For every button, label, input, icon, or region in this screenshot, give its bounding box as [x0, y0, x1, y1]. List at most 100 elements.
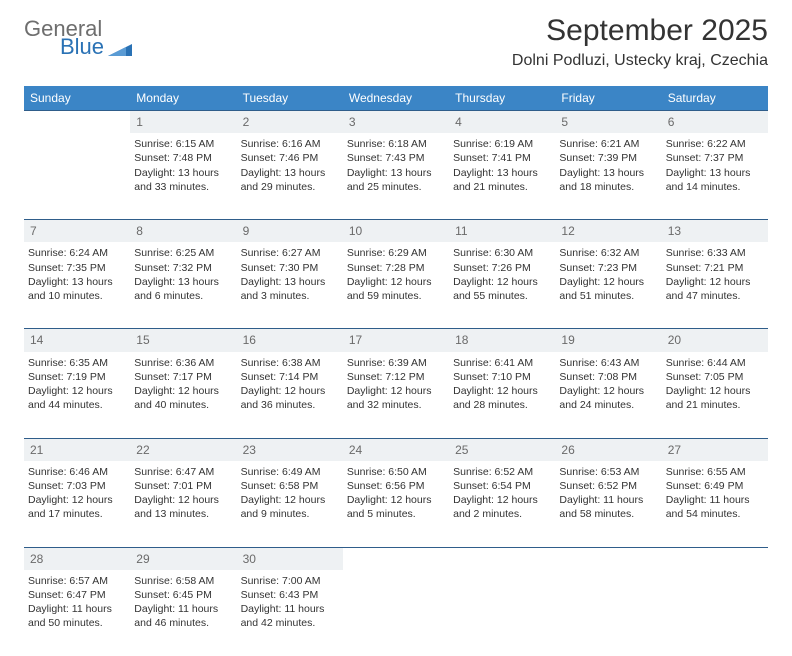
day-cell: Sunrise: 6:25 AMSunset: 7:32 PMDaylight:…	[130, 242, 236, 329]
day-number	[449, 547, 555, 570]
day-cell-line: Sunrise: 6:24 AM	[28, 246, 126, 260]
day-cell-line: Daylight: 13 hours	[666, 166, 764, 180]
day-cell-line: Sunrise: 6:21 AM	[559, 137, 657, 151]
day-cell: Sunrise: 6:35 AMSunset: 7:19 PMDaylight:…	[24, 352, 130, 439]
day-number: 26	[555, 438, 661, 461]
day-cell: Sunrise: 6:19 AMSunset: 7:41 PMDaylight:…	[449, 133, 555, 220]
day-cell-line: Sunset: 7:08 PM	[559, 370, 657, 384]
weekday-header: Wednesday	[343, 86, 449, 111]
day-number: 17	[343, 329, 449, 352]
day-cell-line: and 44 minutes.	[28, 398, 126, 412]
day-cell-line: Sunrise: 6:53 AM	[559, 465, 657, 479]
day-cell: Sunrise: 6:29 AMSunset: 7:28 PMDaylight:…	[343, 242, 449, 329]
day-cell-line: Daylight: 12 hours	[666, 384, 764, 398]
calendar-table: Sunday Monday Tuesday Wednesday Thursday…	[24, 86, 768, 656]
day-cell-line: Daylight: 13 hours	[134, 275, 232, 289]
day-cell: Sunrise: 6:49 AMSunset: 6:58 PMDaylight:…	[237, 461, 343, 548]
day-cell-line: Sunset: 7:23 PM	[559, 261, 657, 275]
day-number: 6	[662, 111, 768, 134]
day-cell: Sunrise: 6:27 AMSunset: 7:30 PMDaylight:…	[237, 242, 343, 329]
day-cell-line: Sunrise: 6:36 AM	[134, 356, 232, 370]
day-number: 1	[130, 111, 236, 134]
day-cell-line: and 54 minutes.	[666, 507, 764, 521]
day-number: 11	[449, 220, 555, 243]
day-cell: Sunrise: 6:47 AMSunset: 7:01 PMDaylight:…	[130, 461, 236, 548]
day-number: 27	[662, 438, 768, 461]
day-cell-line: Sunset: 7:17 PM	[134, 370, 232, 384]
day-number-row: 14151617181920	[24, 329, 768, 352]
day-cell-line: Daylight: 11 hours	[134, 602, 232, 616]
day-cell-line: Sunset: 7:14 PM	[241, 370, 339, 384]
day-cell	[449, 570, 555, 656]
day-cell-line: Daylight: 12 hours	[347, 275, 445, 289]
day-number: 21	[24, 438, 130, 461]
day-cell-line: Sunset: 7:03 PM	[28, 479, 126, 493]
day-cell-line: Sunset: 7:46 PM	[241, 151, 339, 165]
day-number: 7	[24, 220, 130, 243]
day-number: 14	[24, 329, 130, 352]
day-cell-line: Sunset: 6:45 PM	[134, 588, 232, 602]
day-number: 9	[237, 220, 343, 243]
day-number: 22	[130, 438, 236, 461]
day-cell-line: Sunrise: 6:47 AM	[134, 465, 232, 479]
day-cell-line: Sunrise: 6:18 AM	[347, 137, 445, 151]
day-cell-line: and 6 minutes.	[134, 289, 232, 303]
day-number: 8	[130, 220, 236, 243]
day-cell: Sunrise: 6:21 AMSunset: 7:39 PMDaylight:…	[555, 133, 661, 220]
day-cell-line: Sunrise: 6:57 AM	[28, 574, 126, 588]
day-cell-line: Daylight: 11 hours	[241, 602, 339, 616]
day-cell: Sunrise: 6:41 AMSunset: 7:10 PMDaylight:…	[449, 352, 555, 439]
day-cell-line: Daylight: 12 hours	[28, 493, 126, 507]
day-cell: Sunrise: 6:50 AMSunset: 6:56 PMDaylight:…	[343, 461, 449, 548]
day-cell-line: and 17 minutes.	[28, 507, 126, 521]
day-number	[662, 547, 768, 570]
day-cell-line: Sunrise: 6:58 AM	[134, 574, 232, 588]
day-cell-line: Sunrise: 6:55 AM	[666, 465, 764, 479]
day-cell-line: Sunset: 7:19 PM	[28, 370, 126, 384]
day-cell-line: and 25 minutes.	[347, 180, 445, 194]
day-cell-line: and 46 minutes.	[134, 616, 232, 630]
day-cell-line: Sunrise: 6:44 AM	[666, 356, 764, 370]
day-number: 18	[449, 329, 555, 352]
day-cell-line: Sunrise: 6:38 AM	[241, 356, 339, 370]
day-cell	[662, 570, 768, 656]
day-cell-line: and 2 minutes.	[453, 507, 551, 521]
day-cell-line: Sunrise: 6:27 AM	[241, 246, 339, 260]
weekday-header: Monday	[130, 86, 236, 111]
day-number: 29	[130, 547, 236, 570]
day-number	[24, 111, 130, 134]
day-cell-line: Daylight: 11 hours	[666, 493, 764, 507]
day-number: 3	[343, 111, 449, 134]
day-cell-line: Daylight: 13 hours	[347, 166, 445, 180]
weekday-header: Friday	[555, 86, 661, 111]
day-cell-line: Sunrise: 7:00 AM	[241, 574, 339, 588]
day-cell-line: and 9 minutes.	[241, 507, 339, 521]
day-number-row: 123456	[24, 111, 768, 134]
day-cell: Sunrise: 6:24 AMSunset: 7:35 PMDaylight:…	[24, 242, 130, 329]
day-cell-line: Sunrise: 6:25 AM	[134, 246, 232, 260]
day-cell-line: and 13 minutes.	[134, 507, 232, 521]
day-cell-line: Sunrise: 6:43 AM	[559, 356, 657, 370]
day-cell-line: and 50 minutes.	[28, 616, 126, 630]
day-number: 13	[662, 220, 768, 243]
day-cell-line: Daylight: 13 hours	[28, 275, 126, 289]
day-cell-line: and 10 minutes.	[28, 289, 126, 303]
day-cell-line: Daylight: 12 hours	[453, 493, 551, 507]
day-cell-line: Daylight: 13 hours	[241, 275, 339, 289]
day-cell-line: Sunrise: 6:32 AM	[559, 246, 657, 260]
day-cell	[555, 570, 661, 656]
day-number: 24	[343, 438, 449, 461]
day-cell-line: and 14 minutes.	[666, 180, 764, 194]
day-cell: Sunrise: 6:22 AMSunset: 7:37 PMDaylight:…	[662, 133, 768, 220]
day-cell-line: Sunset: 6:52 PM	[559, 479, 657, 493]
day-number: 5	[555, 111, 661, 134]
day-cell: Sunrise: 6:52 AMSunset: 6:54 PMDaylight:…	[449, 461, 555, 548]
day-cell-line: and 55 minutes.	[453, 289, 551, 303]
day-cell-line: Daylight: 11 hours	[559, 493, 657, 507]
day-cell-line: Sunrise: 6:29 AM	[347, 246, 445, 260]
day-cell: Sunrise: 6:33 AMSunset: 7:21 PMDaylight:…	[662, 242, 768, 329]
day-cell: Sunrise: 6:16 AMSunset: 7:46 PMDaylight:…	[237, 133, 343, 220]
day-cell-line: Daylight: 13 hours	[559, 166, 657, 180]
day-cell-line: Sunset: 6:49 PM	[666, 479, 764, 493]
day-number-row: 21222324252627	[24, 438, 768, 461]
